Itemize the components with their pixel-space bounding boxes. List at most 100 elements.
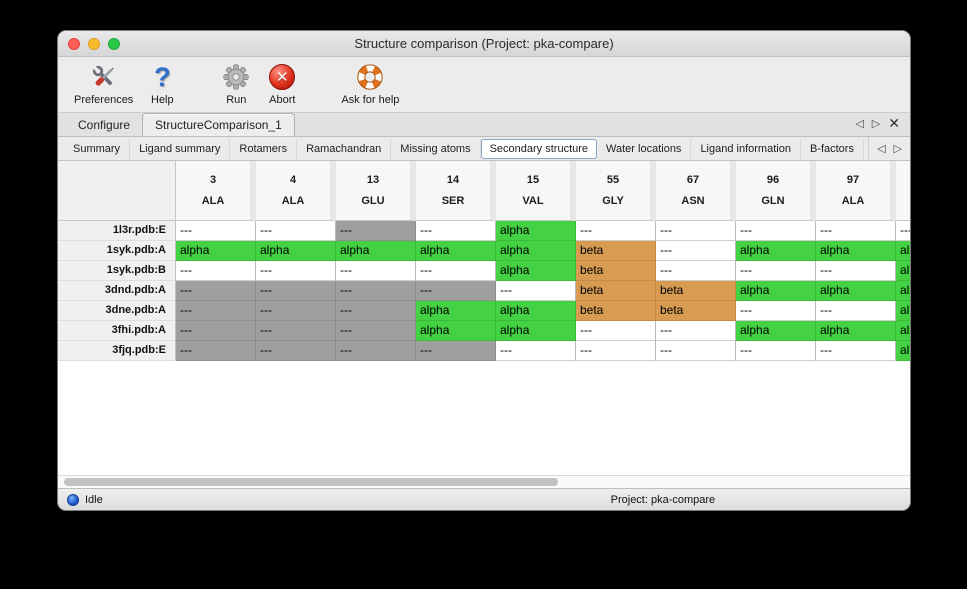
column-header[interactable]: 15 VAL bbox=[496, 161, 576, 221]
ss-cell[interactable]: alpha bbox=[896, 321, 910, 341]
tab-configure[interactable]: Configure bbox=[78, 118, 131, 132]
ss-cell[interactable]: alpha bbox=[416, 321, 496, 341]
ss-cell[interactable]: --- bbox=[256, 301, 336, 321]
ss-cell[interactable]: alpha bbox=[816, 321, 896, 341]
ss-cell[interactable]: --- bbox=[336, 301, 416, 321]
ss-cell[interactable]: --- bbox=[176, 261, 256, 281]
ss-cell[interactable]: --- bbox=[816, 221, 896, 241]
tab-b-factors[interactable]: B-factors bbox=[801, 138, 864, 159]
ss-cell[interactable]: --- bbox=[256, 341, 336, 361]
tab-ligand-summary[interactable]: Ligand summary bbox=[130, 138, 231, 159]
ss-cell[interactable]: alpha bbox=[496, 321, 576, 341]
ss-cell[interactable]: --- bbox=[576, 321, 656, 341]
horizontal-scrollbar[interactable] bbox=[58, 475, 910, 488]
run-button[interactable]: Run bbox=[213, 61, 259, 106]
horizontal-scrollbar-thumb[interactable] bbox=[64, 478, 559, 486]
row-label[interactable]: 3dne.pdb:A bbox=[58, 301, 176, 321]
ss-cell[interactable]: alpha bbox=[896, 241, 910, 261]
row-label[interactable]: 3dnd.pdb:A bbox=[58, 281, 176, 301]
ss-cell[interactable]: alpha bbox=[416, 301, 496, 321]
ss-cell[interactable]: --- bbox=[576, 221, 656, 241]
close-window-button[interactable] bbox=[68, 38, 80, 50]
ss-cell[interactable]: --- bbox=[576, 341, 656, 361]
ss-cell[interactable]: beta bbox=[576, 301, 656, 321]
row-label[interactable]: 3fjq.pdb:E bbox=[58, 341, 176, 361]
ss-cell[interactable]: alpha bbox=[416, 241, 496, 261]
ss-cell[interactable]: --- bbox=[256, 261, 336, 281]
ss-cell[interactable]: alpha bbox=[896, 261, 910, 281]
minimize-window-button[interactable] bbox=[88, 38, 100, 50]
ss-cell[interactable]: alpha bbox=[736, 321, 816, 341]
ss-cell[interactable]: beta bbox=[576, 281, 656, 301]
column-header[interactable]: 96 GLN bbox=[736, 161, 816, 221]
tab-summary[interactable]: Summary bbox=[64, 138, 131, 159]
row-label[interactable]: 3fhi.pdb:A bbox=[58, 321, 176, 341]
ss-cell[interactable]: --- bbox=[656, 321, 736, 341]
ss-cell[interactable]: --- bbox=[336, 261, 416, 281]
ss-cell[interactable]: --- bbox=[496, 281, 576, 301]
help-button[interactable]: ? Help bbox=[139, 61, 185, 106]
column-header[interactable]: 97 ALA bbox=[816, 161, 896, 221]
tab-structurecomparison-1[interactable]: StructureComparison_1 bbox=[142, 113, 295, 136]
ss-cell[interactable]: alpha bbox=[496, 241, 576, 261]
ss-cell[interactable]: alpha bbox=[896, 301, 910, 321]
ss-cell[interactable]: --- bbox=[176, 221, 256, 241]
ss-cell[interactable]: --- bbox=[176, 281, 256, 301]
ss-cell[interactable]: beta bbox=[576, 261, 656, 281]
ss-cell[interactable]: alpha bbox=[256, 241, 336, 261]
tab-missing-atoms[interactable]: Missing atoms bbox=[391, 138, 481, 159]
close-tab-icon[interactable]: ✕ bbox=[888, 115, 900, 131]
ss-cell[interactable]: --- bbox=[176, 301, 256, 321]
row-label[interactable]: 1l3r.pdb:E bbox=[58, 221, 176, 241]
ss-cell[interactable]: alpha bbox=[816, 241, 896, 261]
ss-cell[interactable]: alpha bbox=[736, 241, 816, 261]
tab-secondary-structure[interactable]: Secondary structure bbox=[480, 138, 598, 159]
ss-cell[interactable]: --- bbox=[336, 221, 416, 241]
ss-cell[interactable]: alpha bbox=[176, 241, 256, 261]
ss-cell[interactable]: --- bbox=[416, 221, 496, 241]
ss-cell[interactable]: alpha bbox=[496, 301, 576, 321]
ss-cell[interactable]: alpha bbox=[816, 281, 896, 301]
ss-cell[interactable]: --- bbox=[496, 341, 576, 361]
ss-cell[interactable]: --- bbox=[736, 341, 816, 361]
ss-cell[interactable]: --- bbox=[656, 241, 736, 261]
ss-cell[interactable]: --- bbox=[896, 221, 910, 241]
ss-cell[interactable]: --- bbox=[336, 281, 416, 301]
ss-cell[interactable]: --- bbox=[736, 221, 816, 241]
column-header[interactable]: 67 ASN bbox=[656, 161, 736, 221]
ss-cell[interactable]: --- bbox=[656, 221, 736, 241]
ss-cell[interactable]: --- bbox=[176, 341, 256, 361]
prev-subtab-arrow-icon[interactable]: ◁ bbox=[877, 143, 886, 155]
ss-cell[interactable]: --- bbox=[656, 261, 736, 281]
ss-cell[interactable]: alpha bbox=[496, 261, 576, 281]
ss-cell[interactable]: beta bbox=[656, 301, 736, 321]
ss-cell[interactable]: --- bbox=[816, 261, 896, 281]
ss-cell[interactable]: alpha bbox=[896, 341, 910, 361]
titlebar[interactable]: Structure comparison (Project: pka-compa… bbox=[58, 31, 910, 57]
column-header[interactable]: 13 GLU bbox=[336, 161, 416, 221]
row-label[interactable]: 1syk.pdb:A bbox=[58, 241, 176, 261]
ss-cell[interactable]: --- bbox=[736, 261, 816, 281]
ss-cell[interactable]: --- bbox=[336, 321, 416, 341]
ss-cell[interactable]: --- bbox=[256, 221, 336, 241]
abort-button[interactable]: ✕ Abort bbox=[259, 61, 305, 106]
ask-for-help-button[interactable]: Ask for help bbox=[335, 61, 405, 106]
ss-cell[interactable]: --- bbox=[816, 341, 896, 361]
tab-rotamers[interactable]: Rotamers bbox=[230, 138, 298, 159]
tab-water-locations[interactable]: Water locations bbox=[597, 138, 692, 159]
ss-cell[interactable]: --- bbox=[736, 301, 816, 321]
ss-cell[interactable]: beta bbox=[576, 241, 656, 261]
zoom-window-button[interactable] bbox=[108, 38, 120, 50]
column-header[interactable]: 14 SER bbox=[416, 161, 496, 221]
column-header[interactable]: 4 ALA bbox=[256, 161, 336, 221]
ss-cell[interactable]: --- bbox=[336, 341, 416, 361]
column-header[interactable]: 55 GLY bbox=[576, 161, 656, 221]
next-subtab-arrow-icon[interactable]: ▷ bbox=[893, 143, 902, 155]
ss-cell[interactable]: alpha bbox=[496, 221, 576, 241]
ss-cell[interactable]: --- bbox=[656, 341, 736, 361]
tab-ramachandran[interactable]: Ramachandran bbox=[297, 138, 392, 159]
ss-cell[interactable]: --- bbox=[256, 321, 336, 341]
preferences-button[interactable]: Preferences bbox=[68, 61, 139, 106]
ss-cell[interactable]: alpha bbox=[736, 281, 816, 301]
ss-cell[interactable]: --- bbox=[176, 321, 256, 341]
